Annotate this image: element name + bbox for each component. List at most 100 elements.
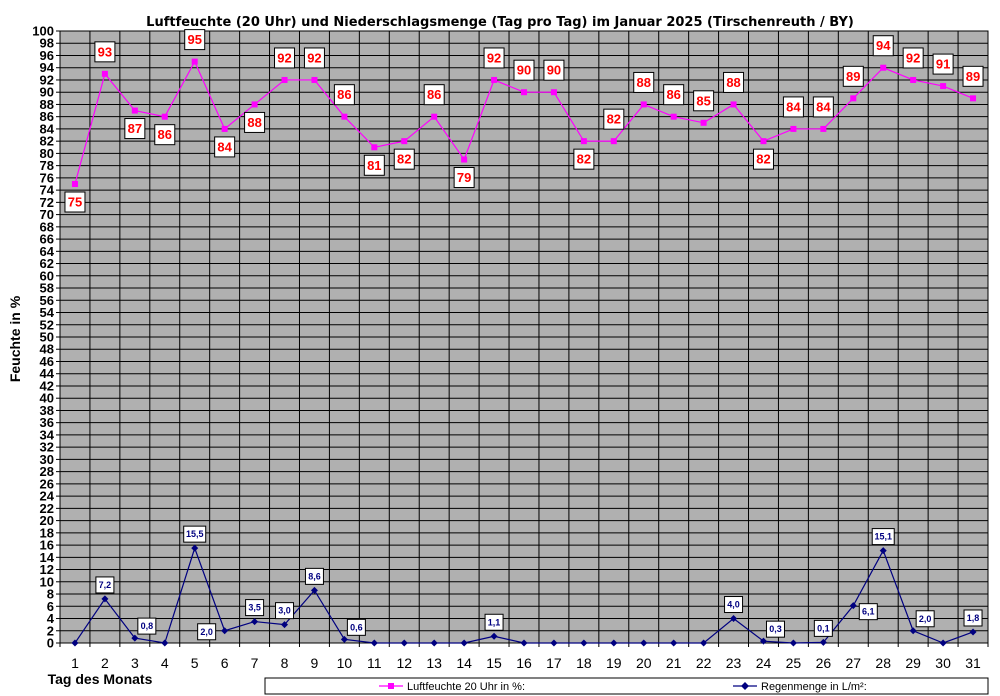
x-tick-label: 10 — [337, 655, 353, 671]
rain-point — [101, 595, 109, 603]
humidity-label-box — [124, 118, 146, 140]
x-tick-label: 15 — [486, 655, 502, 671]
x-tick-label: 14 — [456, 655, 472, 671]
y-tick-label: 56 — [40, 293, 54, 308]
y-tick-label: 34 — [40, 427, 55, 442]
humidity-data-label: 82 — [603, 108, 625, 130]
humidity-data-label: 87 — [124, 118, 146, 140]
rain-label-text: 6,1 — [862, 607, 875, 617]
humidity-data-label: 92 — [902, 47, 924, 69]
x-tick-label: 9 — [311, 655, 319, 671]
humidity-data-label: 84 — [812, 96, 834, 118]
y-tick-label: 88 — [40, 97, 54, 112]
humidity-label-text: 82 — [397, 152, 411, 167]
humidity-point — [521, 89, 527, 96]
humidity-label-text: 89 — [966, 69, 980, 84]
rain-point — [161, 639, 169, 647]
rain-label-box — [304, 567, 324, 585]
rain-point — [550, 639, 558, 647]
x-axis-label: Tag des Monats — [48, 671, 153, 687]
y-tick-label: 0 — [47, 636, 54, 651]
rain-point — [849, 602, 857, 610]
humidity-label-box — [573, 148, 595, 170]
humidity-point — [580, 138, 587, 145]
humidity-point — [910, 76, 917, 83]
x-tick-label: 18 — [576, 655, 592, 671]
rain-data-label: 8,6 — [304, 567, 324, 585]
rain-data-label: 15,1 — [871, 528, 895, 546]
humidity-point — [670, 113, 677, 120]
humidity-label-box — [483, 47, 505, 69]
x-tick-label: 21 — [666, 655, 682, 671]
rain-label-box — [137, 617, 157, 635]
rain-point — [71, 639, 79, 647]
rain-point — [221, 627, 229, 635]
humidity-label-box — [842, 65, 864, 87]
humidity-point — [431, 113, 438, 120]
rain-point — [281, 621, 289, 629]
y-tick-label: 22 — [40, 501, 54, 516]
humidity-label-text: 75 — [68, 195, 82, 210]
humidity-point — [640, 101, 647, 108]
rain-label-text: 3,0 — [278, 606, 291, 616]
y-tick-label: 40 — [40, 391, 54, 406]
x-tick-label: 7 — [251, 655, 259, 671]
humidity-label-box — [423, 84, 445, 106]
humidity-point — [131, 107, 138, 114]
rain-label-text: 0,1 — [817, 623, 830, 633]
rain-point — [310, 586, 318, 594]
x-tick-label: 3 — [131, 655, 139, 671]
humidity-label-box — [244, 111, 266, 133]
humidity-point — [970, 95, 977, 102]
humidity-data-label: 85 — [693, 90, 715, 112]
humidity-data-label: 93 — [94, 41, 116, 63]
rain-data-label: 4,0 — [724, 596, 744, 614]
humidity-data-label: 92 — [303, 47, 325, 69]
humidity-label-text: 86 — [666, 87, 680, 102]
humidity-label-box — [513, 59, 535, 81]
y-tick-label: 16 — [40, 538, 54, 553]
rain-point — [340, 635, 348, 643]
x-tick-label: 25 — [786, 655, 802, 671]
humidity-label-text: 90 — [547, 63, 561, 78]
humidity-point — [700, 119, 707, 126]
y-axis-label: Feuchte in % — [7, 295, 23, 382]
x-tick-label: 17 — [546, 655, 562, 671]
humidity-label-text: 88 — [247, 115, 261, 130]
humidity-data-label: 86 — [663, 84, 685, 106]
x-axis-ticks: 1 2 3 4 5 6 7 8 9 10 11 12 13 14 15 16 17 18 19 20 21 22 23 24 2… — [59, 643, 989, 671]
humidity-point — [311, 76, 318, 83]
humidity-label-box — [962, 65, 984, 87]
rain-label-box — [871, 528, 895, 546]
humidity-point — [550, 89, 557, 96]
rain-data-label: 1,1 — [484, 613, 504, 631]
rain-label-box — [275, 602, 295, 620]
humidity-point — [491, 76, 498, 83]
rain-data-label: 15,5 — [183, 525, 207, 543]
y-tick-label: 64 — [40, 244, 55, 259]
rain-label-text: 8,6 — [308, 571, 321, 581]
x-tick-label: 8 — [281, 655, 289, 671]
rain-data-label: 3,0 — [275, 602, 295, 620]
humidity-data-label: 81 — [363, 154, 385, 176]
y-tick-label: 76 — [40, 170, 54, 185]
humidity-data-label: 95 — [184, 29, 206, 51]
humidity-data-label: 92 — [483, 47, 505, 69]
x-tick-label: 28 — [875, 655, 891, 671]
humidity-label-box — [64, 191, 86, 213]
rain-point — [909, 627, 917, 635]
rain-data-label: 7,2 — [95, 576, 115, 594]
y-tick-label: 96 — [40, 48, 54, 63]
legend-humidity-label: Luftfeuchte 20 Uhr in %: — [407, 681, 525, 693]
rain-label-text: 1,8 — [967, 613, 980, 623]
legend: Luftfeuchte 20 Uhr in %: Regenmenge in L… — [264, 677, 989, 695]
humidity-data-label: 86 — [423, 84, 445, 106]
rain-data-label: 2,0 — [915, 610, 935, 628]
legend-item-rain: Regenmenge in L/m²: — [733, 681, 867, 693]
y-tick-label: 70 — [40, 207, 54, 222]
y-tick-label: 26 — [40, 476, 54, 491]
humidity-data-label: 88 — [633, 71, 655, 93]
humidity-data-label: 84 — [214, 136, 236, 158]
rain-label-box — [95, 576, 115, 594]
humidity-label-text: 92 — [307, 50, 321, 65]
